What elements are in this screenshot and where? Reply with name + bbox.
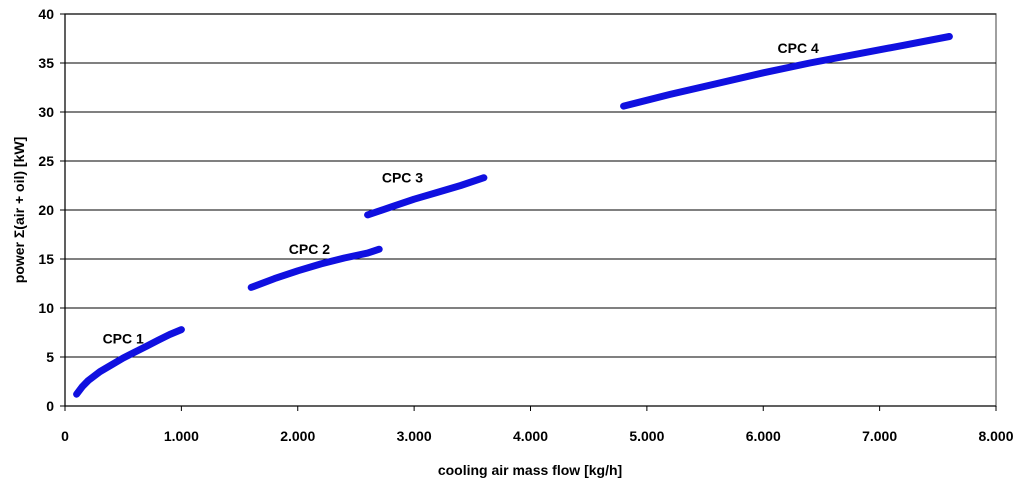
x-tick-label: 5.000	[629, 428, 664, 444]
gridlines	[65, 13, 996, 358]
series-group: CPC 1 CPC 2 CPC 3 CPC 4	[73, 33, 953, 398]
y-tick-label: 40	[38, 6, 54, 22]
y-tick-label: 30	[38, 104, 54, 120]
axes	[60, 13, 997, 411]
x-tick-label: 0	[61, 428, 69, 444]
x-axis-title: cooling air mass flow [kg/h]	[438, 462, 622, 478]
x-tick-label: 4.000	[513, 428, 548, 444]
y-tick-label: 20	[38, 202, 54, 218]
tick-labels: 0 5 10 15 20 25 30 35 40 0 1.000 2.000 3.000 4.000 5.0…	[38, 6, 1013, 444]
y-tick-label: 25	[38, 153, 54, 169]
series-line-cpc-2	[247, 245, 383, 291]
x-tick-label: 3.000	[397, 428, 432, 444]
y-tick-label: 0	[46, 398, 54, 414]
series-label-cpc-1: CPC 1	[103, 330, 144, 346]
x-tick-label: 7.000	[862, 428, 897, 444]
x-tick-label: 8.000	[978, 428, 1013, 444]
series-label-cpc-2: CPC 2	[289, 241, 330, 257]
x-tick-label: 6.000	[746, 428, 781, 444]
x-tick-label: 1.000	[164, 428, 199, 444]
y-tick-label: 5	[46, 349, 54, 365]
y-tick-label: 10	[38, 300, 54, 316]
series-line-cpc-1	[73, 326, 185, 398]
series-line-cpc-3	[364, 174, 488, 219]
y-axis-title: power Σ(air + oil) [kW]	[11, 137, 27, 283]
y-tick-label: 35	[38, 55, 54, 71]
y-tick-label: 15	[38, 251, 54, 267]
series-line-cpc-4	[620, 33, 953, 110]
series-label-cpc-4: CPC 4	[778, 40, 819, 56]
x-tick-label: 2.000	[280, 428, 315, 444]
series-label-cpc-3: CPC 3	[382, 170, 423, 186]
